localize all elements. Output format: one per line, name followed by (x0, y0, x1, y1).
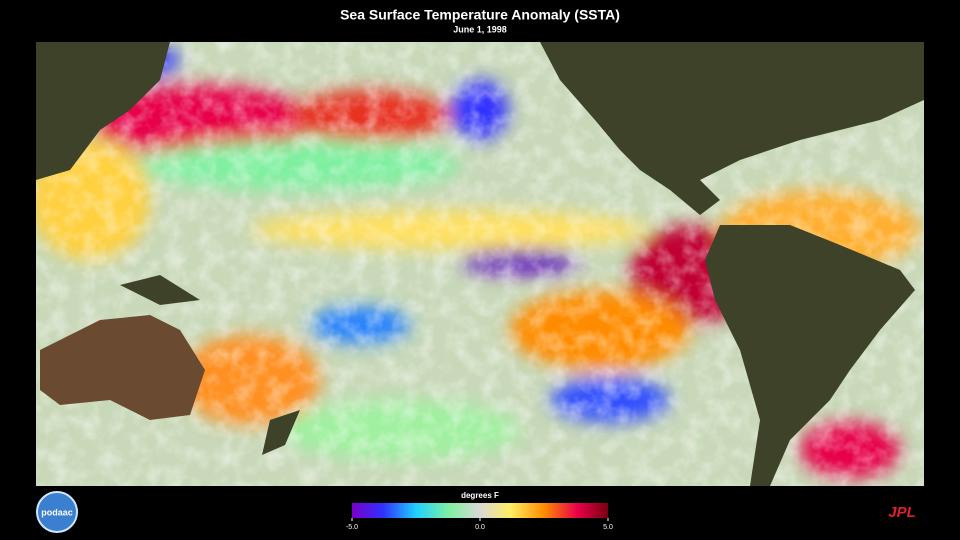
title: Sea Surface Temperature Anomaly (SSTA) (340, 7, 620, 23)
colorbar-tick-label: 0.0 (475, 524, 485, 531)
colorbar-label: degrees F (461, 491, 499, 500)
subtitle: June 1, 1998 (453, 24, 507, 34)
colorbar-tick-label: 5.0 (603, 524, 613, 531)
podaac-text: podaac (41, 507, 73, 517)
colorbar (352, 503, 608, 518)
colorbar-tick-label: -5.0 (346, 524, 358, 531)
map (36, 42, 924, 486)
jpl-logo: JPL (888, 504, 916, 521)
podaac-logo (36, 491, 78, 533)
colorbar-ticks: -5.0 0.0 5.0 (346, 518, 613, 531)
